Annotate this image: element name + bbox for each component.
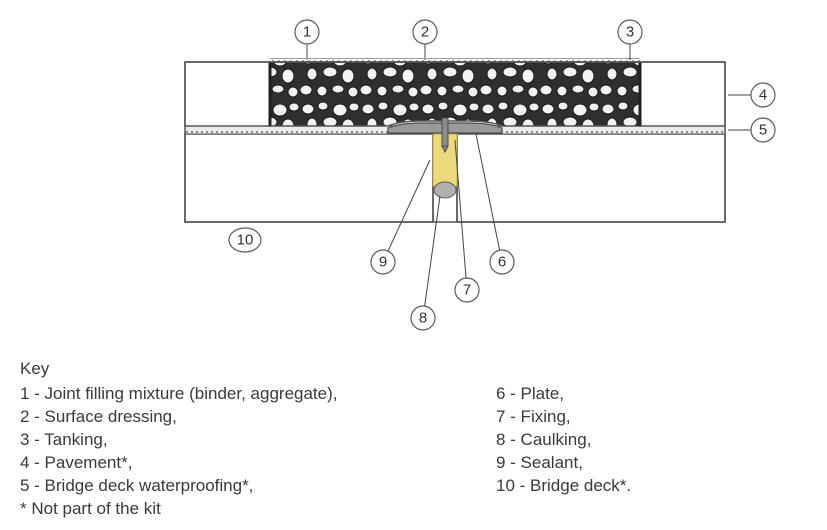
pavement-left: [185, 62, 270, 126]
label-text-5: 5: [759, 122, 767, 139]
key-item-10: 10 - Bridge deck*.: [496, 475, 796, 498]
label-text-1: 1: [303, 24, 311, 41]
label-text-10: 10: [237, 232, 254, 249]
key-item-5: 5 - Bridge deck waterproofing*,: [20, 475, 496, 498]
key-title: Key: [20, 358, 800, 381]
label-text-3: 3: [626, 24, 634, 41]
key-column-left: 1 - Joint filling mixture (binder, aggre…: [20, 383, 496, 521]
caulking: [434, 182, 456, 198]
diagram-root: { "diagram": { "width_px": 827, "height_…: [0, 0, 827, 530]
joint-gap-assembly: [433, 118, 457, 222]
label-text-6: 6: [498, 254, 506, 271]
joint-filling-mixture: [270, 62, 640, 126]
label-text-4: 4: [759, 87, 767, 104]
key-column-right: 6 - Plate, 7 - Fixing, 8 - Caulking, 9 -…: [496, 383, 796, 521]
key-item-4: 4 - Pavement*,: [20, 452, 496, 475]
pavement-right: [640, 62, 725, 126]
key-item-1: 1 - Joint filling mixture (binder, aggre…: [20, 383, 496, 406]
leader-8: [423, 196, 440, 318]
key-footnote: * Not part of the kit: [20, 498, 496, 521]
label-text-2: 2: [421, 24, 429, 41]
key-item-2: 2 - Surface dressing,: [20, 406, 496, 429]
key-item-3: 3 - Tanking,: [20, 429, 496, 452]
key-block: Key 1 - Joint filling mixture (binder, a…: [20, 358, 800, 521]
label-text-9: 9: [379, 254, 387, 271]
expansion-joint-diagram: 1 2 3 4 5 6 7 8 9 10: [0, 0, 827, 340]
key-item-8: 8 - Caulking,: [496, 429, 796, 452]
key-item-9: 9 - Sealant,: [496, 452, 796, 475]
surface-dressing: [270, 58, 640, 64]
fixing: [442, 118, 448, 146]
label-text-8: 8: [419, 310, 427, 327]
label-text-7: 7: [463, 282, 471, 299]
key-item-6: 6 - Plate,: [496, 383, 796, 406]
leader-6: [476, 134, 502, 262]
key-item-7: 7 - Fixing,: [496, 406, 796, 429]
leader-9: [383, 160, 430, 262]
